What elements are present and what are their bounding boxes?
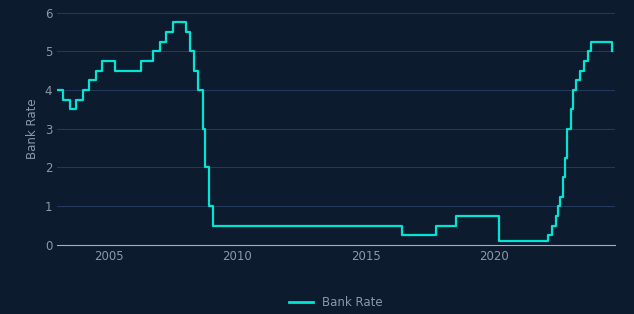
Y-axis label: Bank Rate: Bank Rate xyxy=(26,98,39,159)
Legend: Bank Rate: Bank Rate xyxy=(285,291,387,313)
